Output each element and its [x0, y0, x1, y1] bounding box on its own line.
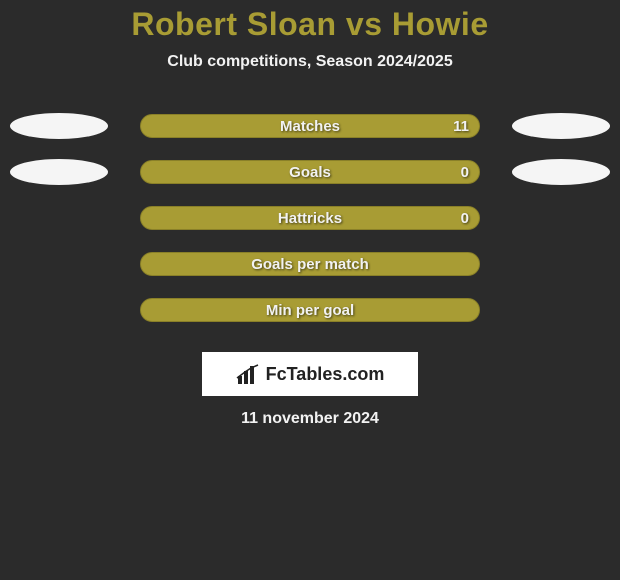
stat-bar: Goals 0	[140, 160, 480, 184]
logo-text: FcTables.com	[266, 364, 385, 385]
logo-box: FcTables.com	[202, 352, 418, 396]
page-title: Robert Sloan vs Howie	[0, 0, 620, 43]
stat-row: Goals 0	[0, 149, 620, 195]
stat-label: Min per goal	[266, 302, 354, 319]
right-ellipse-placeholder	[512, 159, 610, 185]
stat-label: Matches	[280, 118, 340, 135]
stat-row: Matches 11	[0, 103, 620, 149]
stat-row: Goals per match	[0, 241, 620, 287]
left-ellipse-placeholder	[10, 113, 108, 139]
right-ellipse-placeholder	[512, 113, 610, 139]
stat-value: 11	[453, 118, 469, 135]
stat-rows: Matches 11 Goals 0 Hattricks 0 Goals per…	[0, 103, 620, 333]
stat-bar: Hattricks 0	[140, 206, 480, 230]
date-text: 11 november 2024	[241, 410, 379, 428]
stat-value: 0	[461, 164, 469, 181]
stat-bar: Min per goal	[140, 298, 480, 322]
bar-chart-icon	[236, 364, 260, 384]
stat-bar: Goals per match	[140, 252, 480, 276]
stat-bar: Matches 11	[140, 114, 480, 138]
stat-row: Hattricks 0	[0, 195, 620, 241]
stat-value: 0	[461, 210, 469, 227]
stat-label: Goals per match	[251, 256, 369, 273]
subtitle: Club competitions, Season 2024/2025	[0, 53, 620, 71]
left-ellipse-placeholder	[10, 159, 108, 185]
stat-row: Min per goal	[0, 287, 620, 333]
stat-label: Goals	[289, 164, 331, 181]
stat-label: Hattricks	[278, 210, 342, 227]
